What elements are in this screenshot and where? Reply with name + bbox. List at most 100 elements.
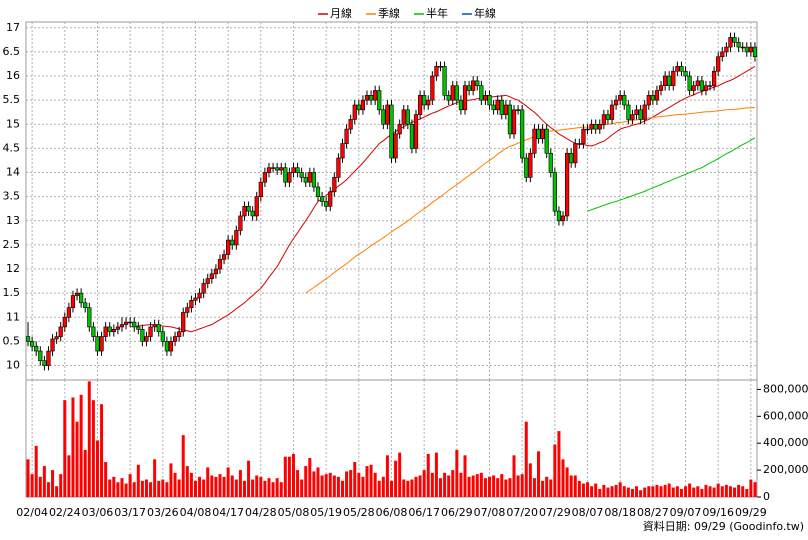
candle-body [585,128,590,131]
volume-bar [434,452,438,497]
volume-tick-label: 0 [763,490,770,503]
volume-bar [75,421,79,497]
volume-bar [365,466,369,497]
candle-body [291,167,296,173]
candle-body [193,297,198,301]
volume-bar [467,476,471,497]
volume-bar [214,476,218,497]
volume-bar [385,455,389,497]
candle-body [663,75,668,86]
candle-body [724,46,729,53]
candle-body [70,295,76,308]
volume-bar [349,470,353,497]
volume-bar [586,482,590,497]
volume-bar [169,463,173,497]
candle-body [115,326,120,330]
volume-bar [679,488,683,497]
candle-body [111,329,116,333]
x-tick-label: 09/07 [670,506,702,519]
volume-bar [161,479,165,497]
candle-body [91,326,96,337]
volume-bar [626,487,630,497]
volume-bar [91,400,95,497]
candle-body [405,109,410,125]
candle-body [25,336,31,342]
candle-body [364,95,370,101]
volume-bar [463,455,467,497]
candle-body [270,167,276,169]
volume-bar [418,475,422,497]
volume-bar [655,484,659,497]
x-tick-label: 03/17 [114,506,146,519]
volume-bar [120,478,124,497]
volume-bar [639,490,643,497]
candle-body [336,157,341,178]
candle-body [242,206,247,217]
candle-body [123,321,129,325]
volume-bar [206,467,210,497]
candle-body [213,268,218,275]
candle-body [319,196,325,202]
candle-body [254,196,259,217]
candle-body [221,254,227,260]
volume-bar [67,455,71,497]
volume-bar [104,462,108,497]
candle-body [348,119,353,130]
volume-bar [59,474,63,497]
candle-body [172,336,178,342]
volume-bar [263,480,267,497]
candle-body [311,172,317,188]
volume-bar [598,488,602,497]
volume-tick-label: 400,000 [763,436,808,449]
volume-bar [287,456,291,497]
volume-bar [132,482,136,497]
candle-body [148,326,153,337]
candle-body [683,70,688,77]
volume-bar [708,486,712,497]
candle-body [87,307,92,328]
ma-line [587,137,756,212]
volume-bar [651,486,655,497]
volume-bar [541,480,545,497]
volume-bar [193,480,197,497]
volume-bar [430,472,434,497]
candle-body [140,329,145,342]
volume-bar [165,482,169,497]
volume-bar [377,480,381,497]
volume-bar [26,459,30,497]
candle-body [638,109,643,120]
x-tick-label: 02/04 [16,506,48,519]
volume-bar [71,397,75,497]
volume-bar [128,474,132,497]
volume-bar [373,472,377,497]
candle-body [605,114,611,120]
candle-body [201,283,206,294]
candle-body [699,80,704,91]
candle-body [450,85,455,101]
candle-body [430,75,435,101]
y-tick-label: 13 [6,214,20,227]
candle-body [152,324,157,328]
volume-bar [659,486,663,497]
volume-bar [704,484,708,497]
candle-body [716,56,721,72]
candle-body [132,321,137,328]
volume-bar [402,479,406,497]
volume-bar [87,381,91,497]
candle-body [658,85,664,91]
volume-bar [716,483,720,497]
candle-body [422,95,427,106]
volume-bar [455,449,459,497]
candle-body [536,128,541,140]
volume-bar [340,480,344,497]
candle-body [618,95,623,101]
candle-body [426,99,431,106]
candle-body [630,114,635,120]
candle-body [246,206,251,212]
volume-bar [414,476,418,497]
candle-body [38,350,43,362]
volume-bar [553,444,557,497]
volume-bar [516,475,520,497]
candle-body [732,37,737,43]
volume-bar [198,476,202,497]
